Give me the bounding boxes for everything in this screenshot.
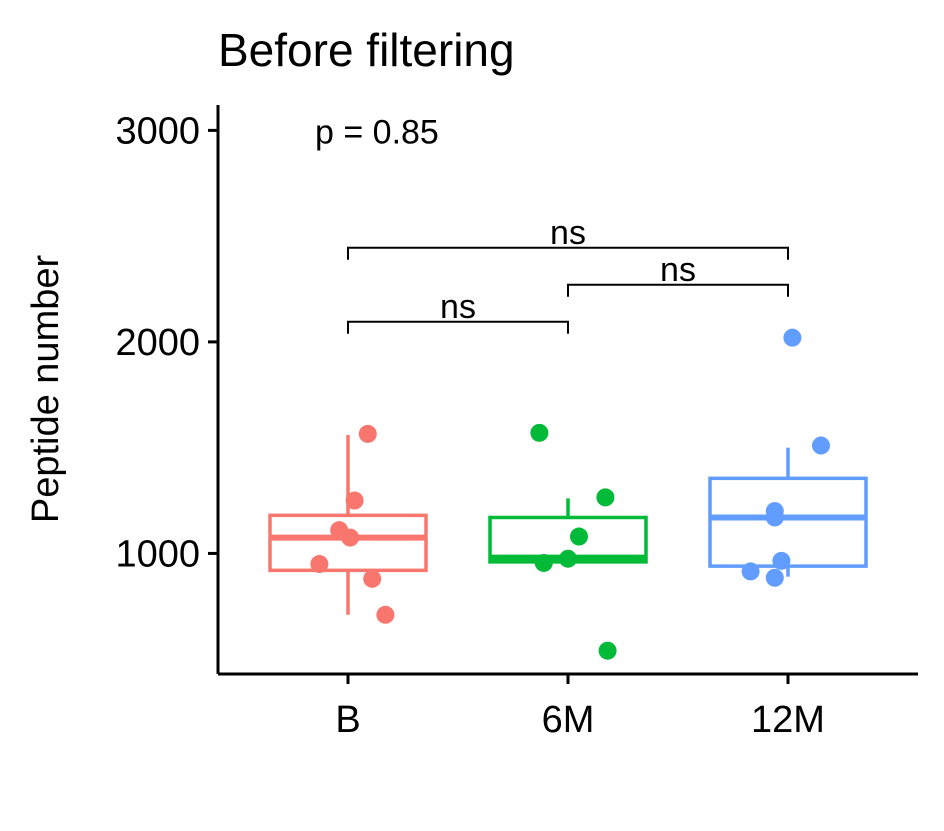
data-point-12m-6 bbox=[741, 562, 760, 581]
global-p-value-label: p = 0.85 bbox=[315, 113, 439, 151]
chart-title: Before filtering bbox=[218, 24, 515, 76]
data-point-b-2 bbox=[345, 491, 364, 510]
x-tick-label-6m: 6M bbox=[542, 699, 595, 741]
data-point-12m-1 bbox=[783, 328, 802, 347]
axes-layer: 1000 2000 3000 B 6M 12M bbox=[115, 105, 918, 741]
points-layer bbox=[310, 328, 830, 660]
comparison-bracket-2 bbox=[567, 283, 789, 297]
data-point-6m-1 bbox=[530, 423, 549, 442]
data-point-6m-6 bbox=[598, 641, 617, 660]
comparison-bracket-3 bbox=[347, 246, 789, 260]
data-point-b-4 bbox=[341, 528, 360, 547]
annotations-layer: p = 0.85 ns ns ns bbox=[315, 113, 789, 334]
data-point-b-7 bbox=[376, 605, 395, 624]
data-point-6m-3 bbox=[570, 527, 588, 546]
data-point-6m-2 bbox=[596, 488, 615, 507]
data-point-6m-4 bbox=[534, 553, 553, 572]
data-point-12m-4 bbox=[765, 508, 784, 527]
y-tick-label-3000: 3000 bbox=[115, 110, 200, 152]
data-point-b-5 bbox=[310, 555, 329, 574]
y-axis-title: Peptide number bbox=[25, 255, 67, 524]
y-tick-label-1000: 1000 bbox=[115, 533, 200, 575]
data-point-12m-5 bbox=[772, 551, 791, 570]
data-point-12m-7 bbox=[765, 568, 784, 587]
data-point-b-1 bbox=[358, 424, 377, 443]
comparison-bracket-1 bbox=[347, 320, 569, 334]
comparison-label-1: ns bbox=[440, 288, 476, 326]
box-12m bbox=[708, 476, 868, 568]
x-tick-label-b: B bbox=[335, 699, 360, 741]
data-point-b-6 bbox=[363, 569, 382, 588]
comparison-label-2: ns bbox=[660, 251, 696, 289]
comparison-label-3: ns bbox=[550, 214, 586, 252]
data-point-6m-5 bbox=[559, 549, 577, 568]
y-tick-label-2000: 2000 bbox=[115, 322, 200, 364]
x-tick-label-12m: 12M bbox=[751, 699, 825, 741]
data-point-12m-2 bbox=[812, 436, 830, 455]
